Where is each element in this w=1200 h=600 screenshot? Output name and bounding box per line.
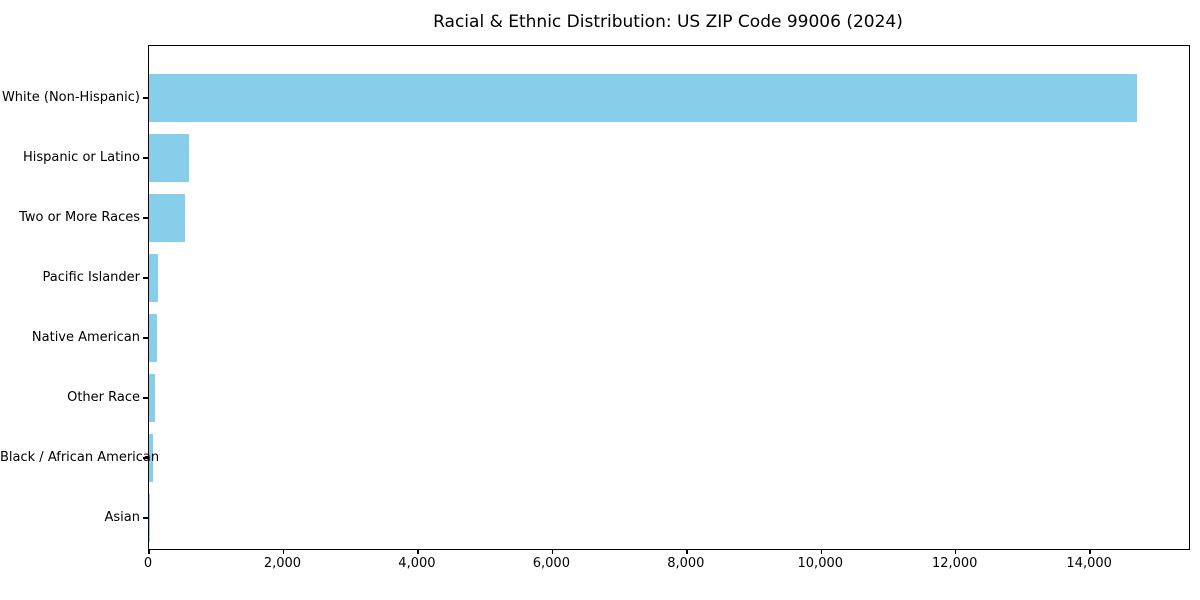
x-tick [148,549,150,554]
x-axis-tick-label: 8,000 [667,556,705,571]
bar-2 [149,194,186,242]
y-tick [143,397,148,399]
x-axis-tick-label: 6,000 [532,556,570,571]
x-axis-tick-label: 10,000 [797,556,844,571]
y-tick [143,217,148,219]
x-tick [282,549,285,554]
y-axis-label: Pacific Islander [42,269,140,285]
x-tick [1089,549,1091,554]
x-tick [955,549,957,554]
y-axis-label: Other Race [67,389,140,405]
x-axis-tick-label: 14,000 [1066,556,1112,571]
plot-area [143,45,1190,554]
y-tick [143,457,148,459]
bar-3 [149,254,158,302]
y-axis-label: Two or More Races [19,209,140,225]
y-axis-label: Native American [31,329,140,345]
x-tick [686,549,688,554]
y-tick [143,517,148,519]
y-tick [143,337,148,339]
y-axis-label: Hispanic or Latino [22,149,140,165]
x-tick [417,549,419,554]
x-axis-tick-label: 2,000 [263,556,302,571]
x-axis-tick-label: 12,000 [931,556,978,571]
bar-7 [149,494,150,542]
bar-6 [149,434,154,482]
x-axis-tick-label: 4,000 [398,556,436,571]
y-tick [143,157,148,159]
bar-5 [149,374,155,422]
chart-title: Racial & Ethnic Distribution: US ZIP Cod… [433,12,903,32]
y-tick [143,97,148,99]
bar-1 [149,134,190,182]
y-axis-label: Black / African American [0,449,160,465]
y-tick [143,277,148,279]
bar-0 [149,74,1138,122]
y-axis-label: White (Non-Hispanic) [1,89,140,105]
x-axis-tick-label: 0 [143,556,153,571]
bar-4 [149,314,158,362]
y-axis-label: Asian [104,509,140,525]
x-tick [820,549,822,554]
x-tick [551,549,554,554]
